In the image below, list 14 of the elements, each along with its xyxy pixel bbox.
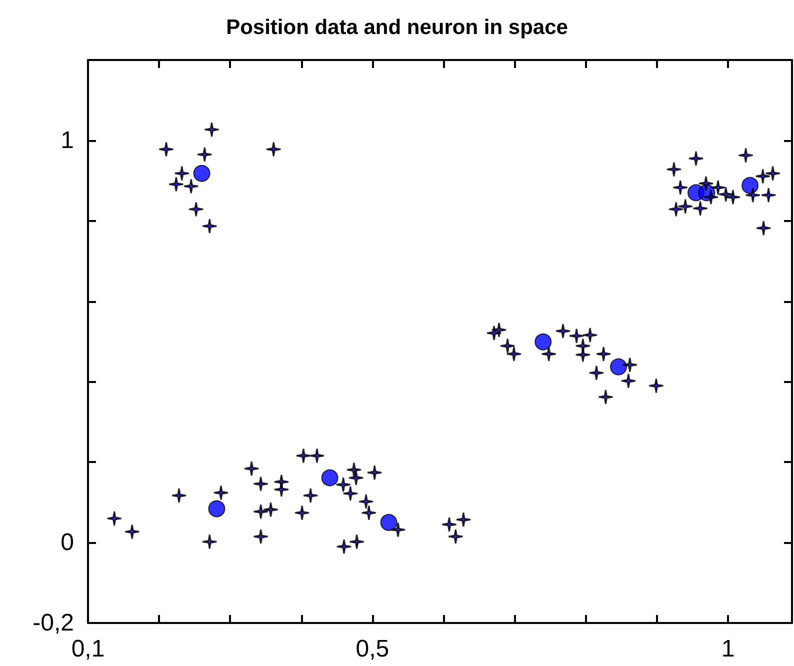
point xyxy=(610,358,627,376)
x-tick-label: 0,5 xyxy=(356,636,390,662)
y-tick-label: -0,2 xyxy=(32,610,74,636)
y-tick-label: 0 xyxy=(60,529,74,556)
point xyxy=(380,514,398,531)
y-tick-label: 1 xyxy=(60,126,74,154)
point xyxy=(321,469,338,486)
chart-title: Position data and neuron in space xyxy=(226,16,568,39)
point xyxy=(193,164,210,182)
point xyxy=(534,333,552,350)
x-tick-label: 1 xyxy=(721,636,735,662)
point xyxy=(742,176,759,194)
point xyxy=(208,500,226,518)
x-tick-label: 0,1 xyxy=(71,636,105,662)
